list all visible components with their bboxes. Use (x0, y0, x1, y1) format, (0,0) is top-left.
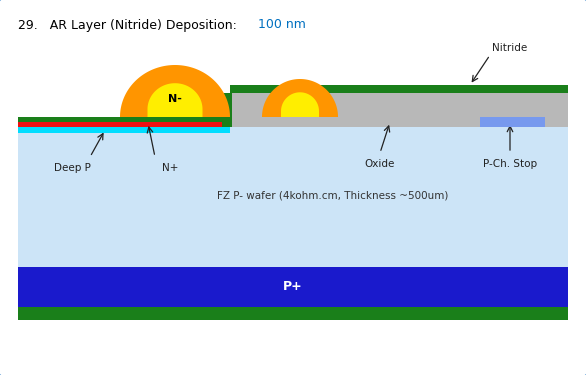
Bar (480, 117, 545, 127)
Bar (18, 267, 568, 307)
Text: Deep P: Deep P (53, 163, 90, 173)
Bar (18, 307, 568, 320)
Bar (230, 93, 568, 127)
Bar (18, 117, 230, 122)
Text: N-: N- (168, 94, 182, 104)
Text: FZ P- wafer (4kohm.cm, Thickness ~500um): FZ P- wafer (4kohm.cm, Thickness ~500um) (217, 190, 449, 200)
Bar (222, 93, 232, 127)
Text: 100 nm: 100 nm (258, 18, 306, 32)
Text: P+: P+ (283, 280, 303, 294)
Polygon shape (281, 92, 319, 117)
Bar (18, 127, 568, 267)
Bar (230, 85, 568, 93)
Bar (18, 122, 230, 127)
Bar (18, 127, 230, 133)
Text: N+: N+ (162, 163, 178, 173)
Polygon shape (120, 65, 230, 117)
Polygon shape (262, 79, 338, 117)
Text: 29.   AR Layer (Nitride) Deposition:: 29. AR Layer (Nitride) Deposition: (18, 18, 241, 32)
Text: Nitride: Nitride (492, 43, 527, 53)
Text: P-Ch. Stop: P-Ch. Stop (483, 159, 537, 169)
Text: Oxide: Oxide (365, 159, 395, 169)
Polygon shape (148, 83, 203, 117)
